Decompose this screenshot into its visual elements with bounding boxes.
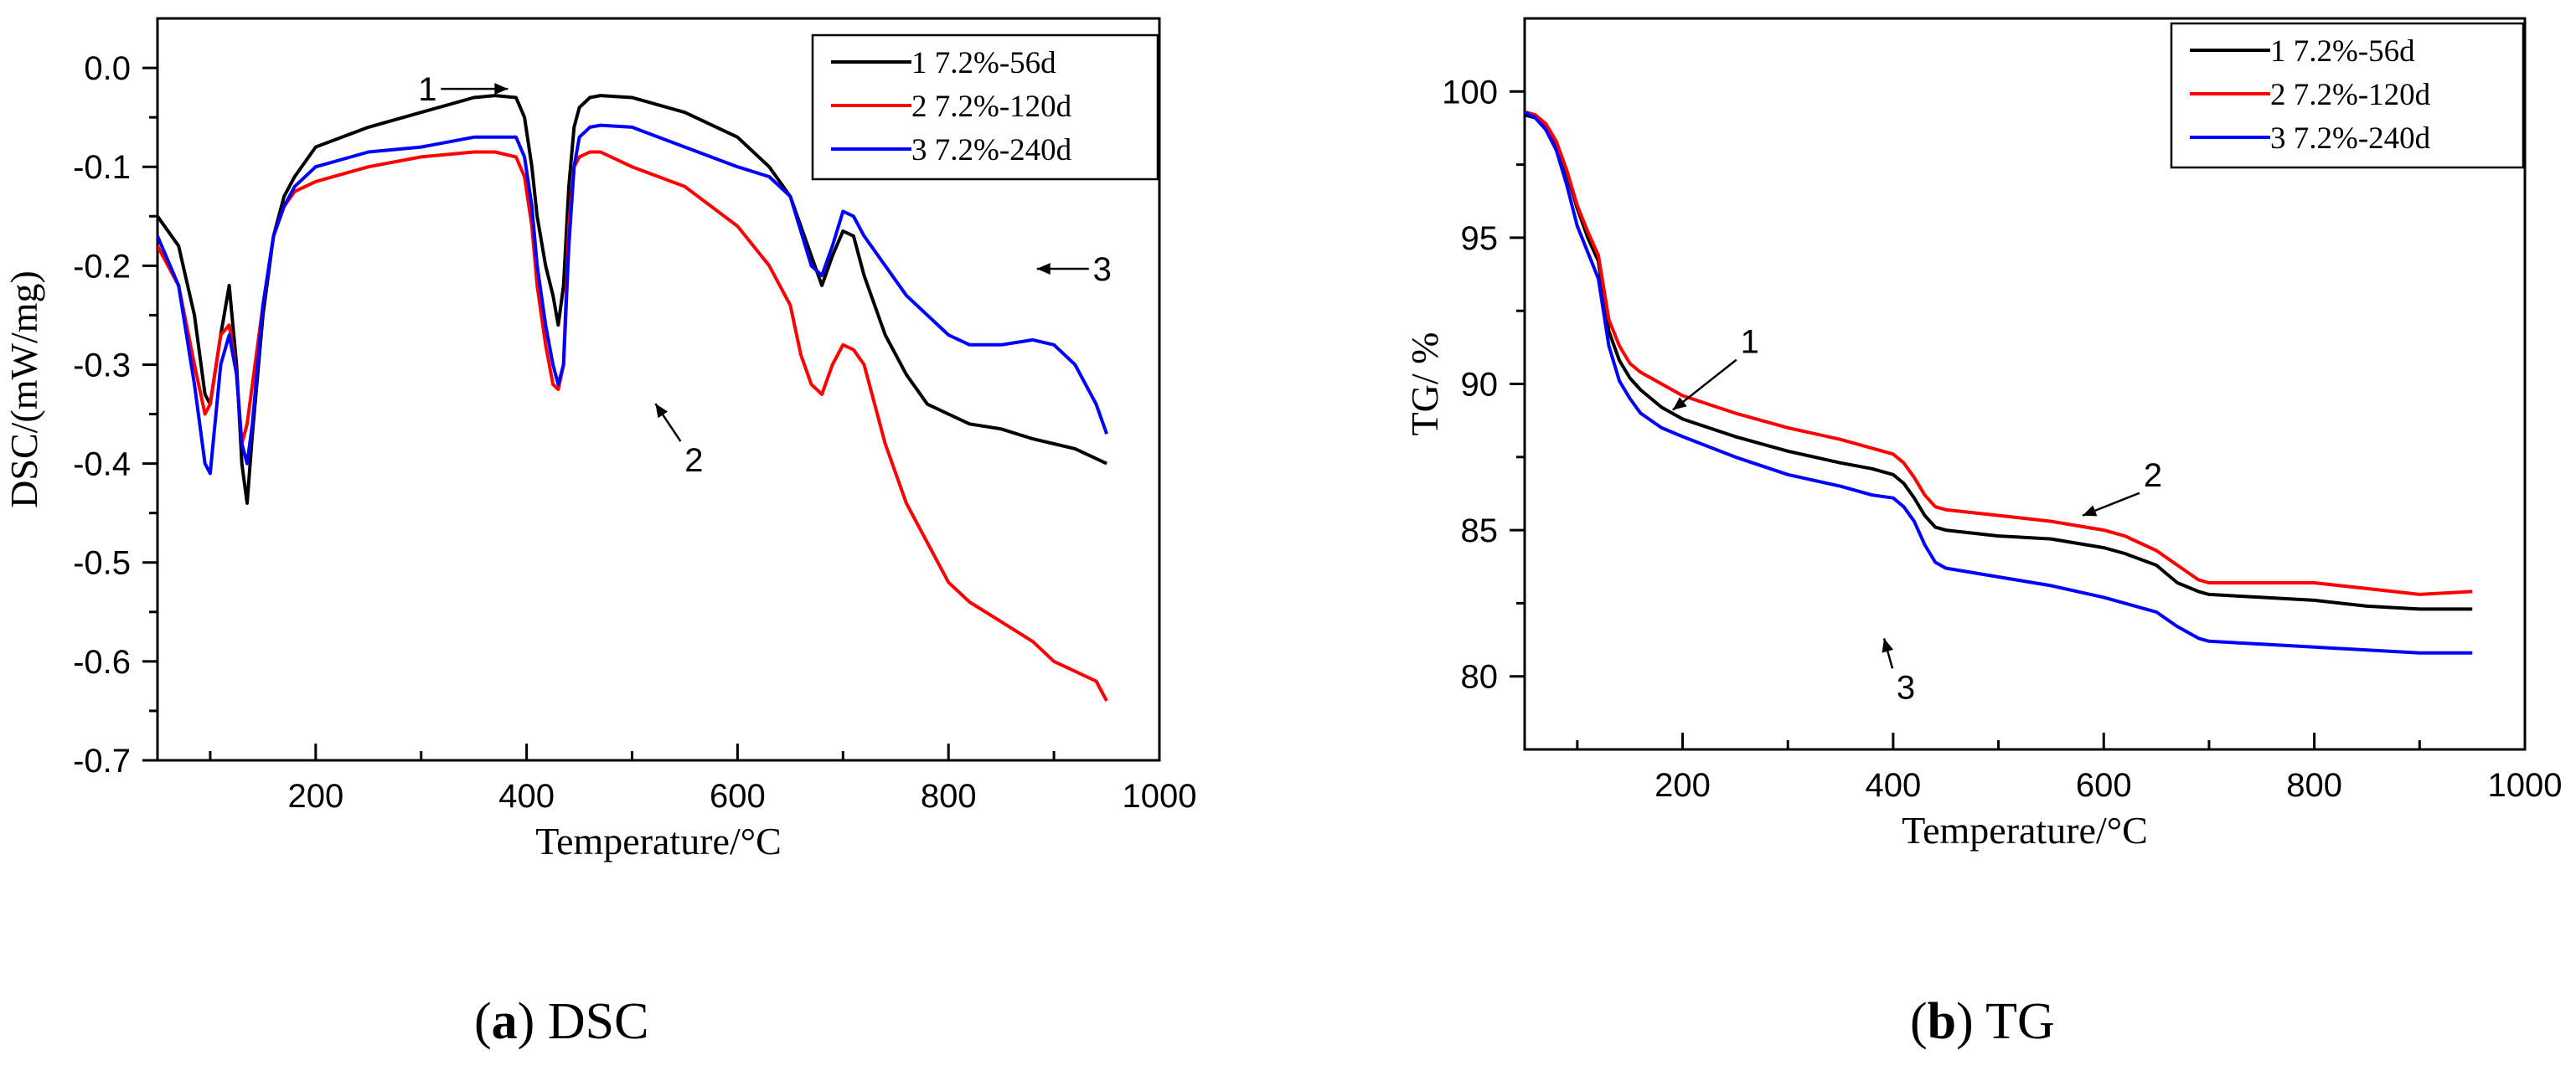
x-tick-label: 600 xyxy=(2076,767,2132,804)
y-tick-label: 85 xyxy=(1461,512,1499,549)
x-axis-title: Temperature/°C xyxy=(1902,809,2148,852)
curve-annotation-3: 3 xyxy=(1897,669,1915,706)
y-tick-label: -0.6 xyxy=(73,644,131,681)
x-tick-label: 600 xyxy=(710,778,766,815)
y-tick-label: -0.2 xyxy=(73,248,131,285)
annotation-arrow-head xyxy=(1882,638,1894,653)
series-line-2 xyxy=(1525,110,2473,596)
x-tick-label: 200 xyxy=(1655,767,1711,804)
curve-annotation-2: 2 xyxy=(684,442,703,479)
annotation-arrow-shaft xyxy=(1672,358,1737,411)
legend-label-3: 3 7.2%-240d xyxy=(2270,121,2431,156)
caption-dsc: (a) DSC xyxy=(474,993,649,1050)
y-tick-label: -0.5 xyxy=(73,545,131,582)
x-axis-title: Temperature/°C xyxy=(535,820,782,862)
plot-frame xyxy=(156,17,1161,762)
caption-tg: (b) TG xyxy=(1910,993,2055,1050)
caption-letter: a xyxy=(491,993,518,1050)
annotation-arrow-head xyxy=(494,83,508,95)
annotation-arrow-head xyxy=(655,404,669,419)
y-tick-label: 80 xyxy=(1461,659,1499,696)
y-tick-label: -0.4 xyxy=(73,446,131,483)
y-tick-label: -0.3 xyxy=(73,347,131,384)
y-tick-label: 90 xyxy=(1461,367,1499,404)
legend-label-2: 2 7.2%-120d xyxy=(911,90,1072,124)
curve-annotation-2: 2 xyxy=(2144,457,2162,494)
caption-text: TG xyxy=(1985,993,2055,1050)
legend-label-1: 1 7.2%-56d xyxy=(2270,34,2415,69)
y-tick-label: 95 xyxy=(1461,220,1499,257)
series-line-1 xyxy=(157,94,1107,505)
x-tick-label: 800 xyxy=(2286,767,2342,804)
legend-label-2: 2 7.2%-120d xyxy=(2270,78,2431,112)
x-tick-label: 800 xyxy=(921,778,977,815)
curve-annotation-1: 1 xyxy=(418,71,436,108)
x-tick-label: 1000 xyxy=(1123,778,1197,815)
y-axis-title: TG/ % xyxy=(1403,332,1446,436)
series-line-3 xyxy=(1525,110,2473,655)
tg-chart: 200 400 600 800 1000 80 85 90 95 100 Temperature/°… xyxy=(1403,17,2563,852)
series-line-3 xyxy=(157,123,1108,476)
annotation-arrow-head xyxy=(1672,397,1687,410)
x-tick-label: 200 xyxy=(287,778,343,815)
annotation-arrow-head xyxy=(2082,505,2098,517)
dsc-chart: 200 400 600 800 1000 0.0 -0.1 -0.2 -0.3 -0.4 -0.5 -… xyxy=(3,17,1197,862)
x-tick-label: 400 xyxy=(1866,767,1922,804)
y-tick-label: 0.0 xyxy=(84,50,131,87)
legend-label-1: 1 7.2%-56d xyxy=(911,46,1056,80)
annotation-arrow-head xyxy=(1036,262,1051,275)
series-line-1 xyxy=(1525,113,2473,611)
y-tick-label: 100 xyxy=(1442,74,1498,111)
caption-letter: b xyxy=(1927,993,1957,1050)
curve-annotation-3: 3 xyxy=(1093,251,1112,288)
y-tick-label: -0.1 xyxy=(73,149,131,186)
legend-label-3: 3 7.2%-240d xyxy=(911,133,1072,167)
curve-annotation-1: 1 xyxy=(1741,324,1759,361)
y-axis-title: DSC/(mW/mg) xyxy=(3,270,45,508)
caption-text: DSC xyxy=(547,993,649,1050)
y-tick-label: -0.7 xyxy=(73,743,131,780)
x-tick-label: 1000 xyxy=(2488,767,2563,804)
series-line-2 xyxy=(157,150,1108,703)
x-tick-label: 400 xyxy=(498,778,555,815)
